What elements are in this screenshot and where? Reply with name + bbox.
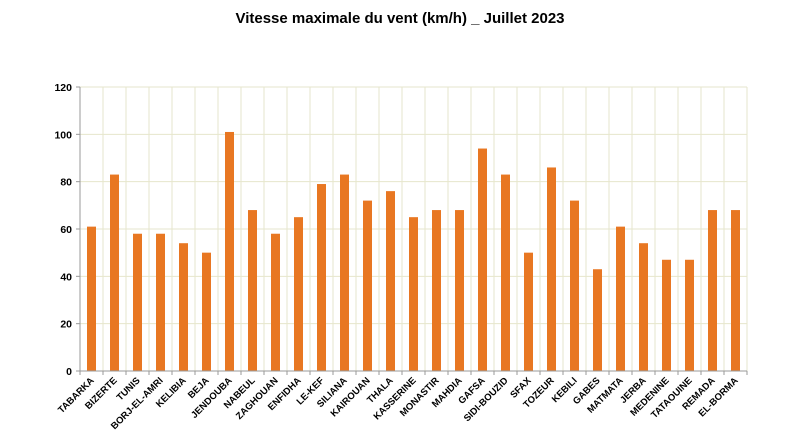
bars [87,131,740,371]
bar-le-kef [317,184,326,371]
bar-borj-el-amri [156,233,165,371]
bar-beja [202,252,211,371]
bar-kasserine [409,217,418,371]
x-tick-labels: TABARKABIZERTETUNISBORJ-EL-AMRIKELIBIABE… [56,375,741,432]
bar-bizerte [110,174,119,371]
bar-sidi-bouzid [501,174,510,371]
bar-mahdia [455,210,464,371]
bar-matmata [616,226,625,371]
chart-title: Vitesse maximale du vent (km/h) _ Juille… [235,10,565,27]
y-tick-label: 80 [60,177,72,189]
bar-gafsa [478,148,487,371]
y-tick-label: 120 [54,82,72,94]
y-tick-label: 20 [60,319,72,331]
bar-tozeur [547,167,556,371]
axes [76,86,748,375]
bar-thala [386,191,395,371]
bar-remada [708,210,717,371]
bar-kebili [570,200,579,371]
bar-jendouba [225,131,234,371]
bar-kairouan [363,200,372,371]
y-tick-label: 100 [54,129,72,141]
y-tick-label: 0 [66,366,72,378]
bar-sfax [524,252,533,371]
bar-zaghouan [271,233,280,371]
bar-gabes [593,269,602,371]
bar-tunis [133,233,142,371]
bar-kelibia [179,243,188,371]
bar-medenine [662,259,671,371]
bar-siliana [340,174,349,371]
y-tick-label: 60 [60,224,72,236]
bar-jerba [639,243,648,371]
y-tick-label: 40 [60,271,72,283]
bar-el-borma [731,210,740,371]
y-tick-labels: 0 20 40 60 80 100 120 [54,82,72,378]
gridlines [80,86,748,371]
bar-monastir [432,210,441,371]
bar-nabeul [248,210,257,371]
bar-tabarka [87,226,96,371]
bar-tataouine [685,259,694,371]
bar-enfidha [294,217,303,371]
